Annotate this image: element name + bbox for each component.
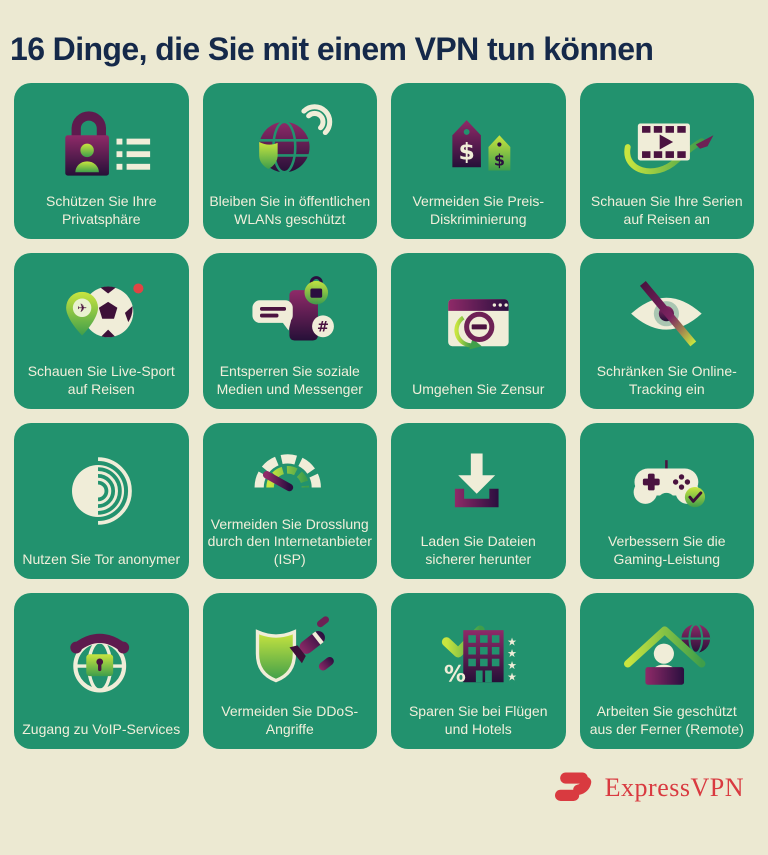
card-live-sport: ✈ Schauen Sie Live-Sport auf Reisen — [14, 253, 189, 410]
hotel-discount-icon: % ★ ★ ★ ★ — [396, 601, 561, 703]
card-public-wifi: Bleiben Sie in öffentlichen WLANs geschü… — [202, 83, 377, 240]
svg-text:%: % — [444, 663, 466, 688]
card-label: Arbeiten Sie geschützt aus der Ferner (R… — [589, 703, 744, 737]
card-voip: Zugang zu VoIP-Services — [14, 593, 189, 750]
svg-text:$: $ — [458, 138, 474, 166]
globe-phone-lock-icon — [19, 601, 184, 721]
card-label: Bleiben Sie in öffentlichen WLANs geschü… — [209, 193, 371, 227]
filmstrip-plane-icon — [585, 91, 750, 193]
svg-text:✈: ✈ — [77, 301, 87, 315]
shield-ddos-icon — [208, 601, 373, 703]
card-label: Entsperren Sie soziale Medien und Messen… — [216, 363, 363, 397]
card-label: Schauen Sie Ihre Serien auf Reisen an — [590, 193, 743, 227]
expressvpn-logo: ExpressVPN — [553, 769, 744, 807]
card-remote-work: Arbeiten Sie geschützt aus der Ferner (R… — [579, 593, 754, 750]
card-social-media: # Entsperren Sie soziale Medien und Mess… — [202, 253, 377, 410]
card-label: Verbessern Sie die Gaming-Leistung — [607, 533, 726, 567]
card-label: Vermeiden Sie Drosslung durch den Intern… — [207, 516, 372, 567]
card-label: Sparen Sie bei Flügen und Hotels — [408, 703, 548, 737]
download-arrow-icon — [396, 431, 561, 533]
card-label: Schützen Sie Ihre Privatsphäre — [45, 193, 157, 227]
expressvpn-logo-icon — [554, 772, 591, 802]
card-ddos: Vermeiden Sie DDoS-Angriffe — [202, 593, 377, 750]
card-label: Laden Sie Dateien sicherer herunter — [420, 533, 536, 567]
card-price-discrimination: $ $ Vermeiden Sie Preis-Diskriminierung — [391, 83, 566, 240]
card-label: Zugang zu VoIP-Services — [22, 720, 181, 737]
game-controller-check-icon — [585, 431, 750, 533]
browser-unblock-icon — [396, 261, 561, 381]
card-streaming-travel: Schauen Sie Ihre Serien auf Reisen an — [579, 83, 754, 240]
speedometer-icon — [208, 431, 373, 516]
card-label: Nutzen Sie Tor anonymer — [22, 550, 181, 567]
card-travel-savings: % ★ ★ ★ ★ Sparen Sie bei Flügen und Hotels — [391, 593, 566, 750]
svg-text:★: ★ — [507, 671, 517, 684]
svg-text:$: $ — [494, 151, 505, 170]
card-tor: Nutzen Sie Tor anonymer — [14, 423, 189, 580]
globe-wifi-shield-icon — [208, 91, 373, 193]
remote-work-roof-icon — [585, 601, 750, 703]
logo-text: ExpressVPN — [604, 773, 744, 803]
card-downloads: Laden Sie Dateien sicherer herunter — [391, 423, 566, 580]
card-tracking: Schränken Sie Online-Tracking ein — [579, 253, 754, 410]
card-privacy: Schützen Sie Ihre Privatsphäre — [14, 83, 189, 240]
svg-text:★: ★ — [507, 647, 517, 660]
soccer-pin-icon: ✈ — [19, 261, 184, 363]
card-label: Umgehen Sie Zensur — [412, 380, 545, 397]
phone-chat-unlock-icon: # — [208, 261, 373, 363]
card-censorship: Umgehen Sie Zensur — [391, 253, 566, 410]
svg-text:★: ★ — [507, 659, 517, 672]
card-label: Vermeiden Sie Preis-Diskriminierung — [412, 193, 544, 227]
card-throttling: Vermeiden Sie Drosslung durch den Intern… — [202, 423, 377, 580]
page-title: 16 Dinge, die Sie mit einem VPN tun könn… — [10, 31, 654, 67]
footer: ExpressVPN — [0, 769, 744, 807]
card-label: Schränken Sie Online-Tracking ein — [596, 363, 737, 397]
card-gaming: Verbessern Sie die Gaming-Leistung — [579, 423, 754, 580]
padlock-user-icon — [19, 91, 184, 193]
price-tags-icon: $ $ — [396, 91, 561, 193]
cards-grid: Schützen Sie Ihre Privatsphäre Bleiben S… — [14, 83, 754, 750]
svg-text:★: ★ — [507, 636, 517, 649]
card-label: Vermeiden Sie DDoS-Angriffe — [221, 703, 359, 737]
svg-text:#: # — [317, 320, 329, 336]
eye-slash-icon — [585, 261, 750, 363]
tor-onion-icon — [19, 431, 184, 551]
card-label: Schauen Sie Live-Sport auf Reisen — [27, 363, 175, 397]
